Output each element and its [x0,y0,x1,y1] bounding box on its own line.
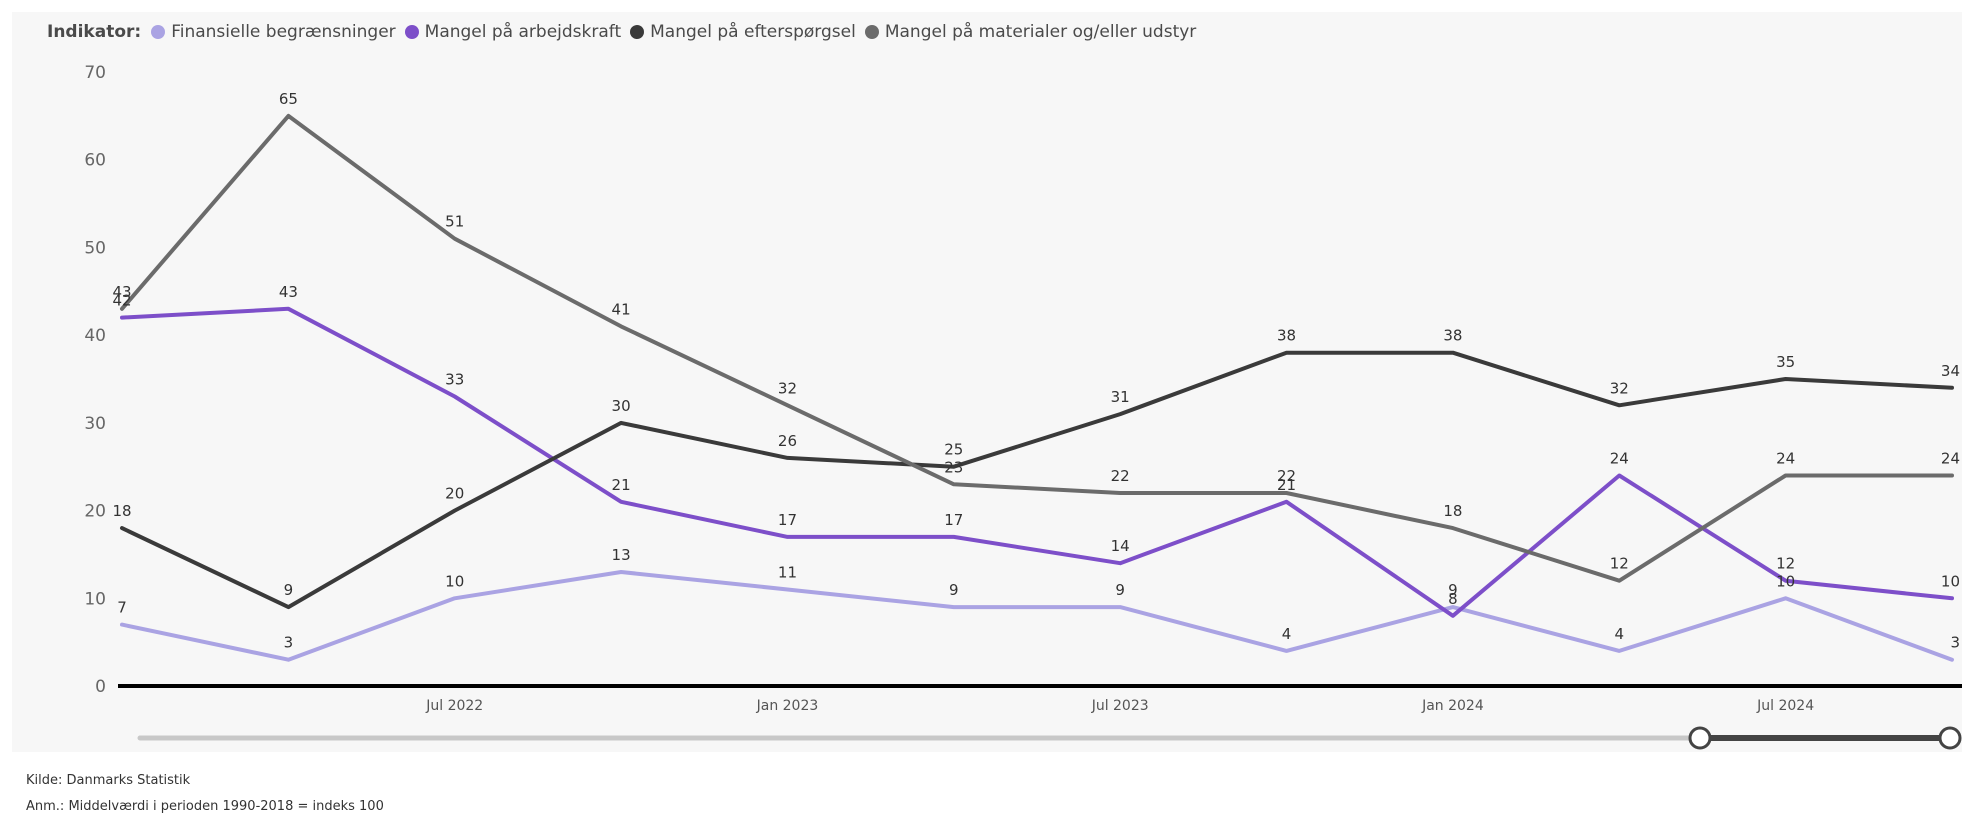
data-label-0-5: 9 [949,581,959,599]
data-label-3-4: 32 [778,379,797,397]
data-label-3-10: 24 [1776,449,1795,467]
data-label-3-7: 22 [1277,467,1296,485]
data-label-2-3: 30 [612,397,631,415]
footer: Kilde: Danmarks Statistik Anm.: Middelvæ… [26,768,384,819]
data-label-0-11: 3 [1950,634,1960,652]
data-label-0-6: 9 [1115,581,1125,599]
range-slider[interactable] [137,726,1962,750]
data-label-1-6: 14 [1111,537,1130,555]
legend: Indikator: Finansielle begrænsninger Mang… [47,19,1205,45]
legend-item-3[interactable]: Mangel på materialer og/eller udstyr [864,22,1197,42]
data-label-1-5: 17 [944,511,963,529]
data-label-1-11: 10 [1941,572,1960,590]
data-label-2-8: 38 [1443,327,1462,345]
y-axis-labels: 0 10 20 30 40 50 60 70 [84,63,106,697]
legend-text-1: Mangel på arbejdskraft [424,22,622,42]
data-label-1-7: 21 [1277,476,1296,494]
x-tick-label-2024-01: Jan 2024 [1421,698,1484,714]
data-label-3-2: 51 [445,213,464,231]
legend-dot-1 [404,25,419,39]
y-tick-label-60: 60 [84,151,106,171]
slider-handle-left[interactable] [1688,726,1712,750]
annotation-note: Anm.: Middelværdi i perioden 1990-2018 =… [26,799,384,814]
data-label-1-4: 17 [778,511,797,529]
y-tick-label-50: 50 [84,238,106,258]
series-line-2 [120,350,1954,610]
y-tick-label-0: 0 [95,677,106,697]
data-label-2-2: 20 [445,485,464,503]
data-label-3-5: 23 [944,458,963,476]
data-label-2-4: 26 [778,432,797,450]
y-tick-label-70: 70 [84,63,106,83]
legend-item-1[interactable]: Mangel på arbejdskraft [404,22,622,42]
data-label-2-7: 38 [1277,327,1296,345]
data-label-3-1: 65 [279,90,298,108]
data-label-0-3: 13 [612,546,631,564]
y-tick-label-10: 10 [84,589,106,609]
series-lines [120,113,1954,662]
data-label-0-0: 7 [117,599,127,617]
legend-dot-3 [864,25,879,39]
data-label-2-6: 31 [1111,388,1130,406]
line-chart: 0 10 20 30 40 50 60 70 Jul 2022 Jan 2023 Jul 2023… [84,63,1962,750]
y-tick-label-30: 30 [84,414,106,434]
x-tick-label-2023-07: Jul 2023 [1091,698,1149,714]
data-label-2-9: 32 [1610,379,1629,397]
data-label-0-2: 10 [445,572,464,590]
y-tick-label-40: 40 [84,326,106,346]
data-label-1-0: 42 [112,292,131,310]
data-label-1-8: 8 [1448,590,1458,608]
x-tick-label-2024-07: Jul 2024 [1756,698,1814,714]
x-tick-label-2023-01: Jan 2023 [756,698,819,714]
data-label-0-8: 9 [1448,581,1458,599]
data-label-3-9: 12 [1610,555,1629,573]
series-line-0 [120,570,1954,662]
data-label-2-1: 9 [284,581,294,599]
data-label-1-3: 21 [612,476,631,494]
data-label-3-8: 18 [1443,502,1462,520]
slider-handle-right[interactable] [1938,726,1962,750]
legend-dot-0 [151,25,166,39]
legend-item-2[interactable]: Mangel på efterspørgsel [630,22,856,42]
data-label-2-0: 18 [112,502,131,520]
source-note: Kilde: Danmarks Statistik [26,773,191,788]
legend-text-0: Finansielle begrænsninger [171,22,396,42]
series-line-3 [120,113,1954,583]
data-label-1-1: 43 [279,283,298,301]
data-label-2-5: 25 [944,441,963,459]
legend-item-0[interactable]: Finansielle begrænsninger [151,22,396,42]
legend-text-2: Mangel på efterspørgsel [650,22,856,42]
data-label-1-9: 24 [1610,449,1629,467]
data-label-0-9: 4 [1614,625,1624,643]
data-label-1-10: 12 [1776,555,1795,573]
data-label-0-7: 4 [1282,625,1292,643]
data-label-3-6: 22 [1111,467,1130,485]
data-label-0-10: 10 [1776,572,1795,590]
data-label-0-4: 11 [778,564,797,582]
data-label-3-0: 43 [112,283,131,301]
data-label-0-1: 3 [284,634,294,652]
chart-panel [12,12,1962,752]
data-label-3-3: 41 [612,300,631,318]
series-line-1 [120,306,1954,618]
legend-label: Indikator: [47,22,142,42]
data-label-2-11: 34 [1941,362,1960,380]
x-axis-labels: Jul 2022 Jan 2023 Jul 2023 Jan 2024 Jul 2024 [425,698,1814,714]
x-tick-label-2022-07: Jul 2022 [425,698,483,714]
y-tick-label-20: 20 [84,502,106,522]
legend-items: Finansielle begrænsninger Mangel på arbej… [151,22,1205,42]
data-label-3-11: 24 [1941,449,1960,467]
data-label-1-2: 33 [445,371,464,389]
data-label-2-10: 35 [1776,353,1795,371]
legend-dot-2 [630,25,645,39]
legend-text-3: Mangel på materialer og/eller udstyr [884,22,1197,42]
